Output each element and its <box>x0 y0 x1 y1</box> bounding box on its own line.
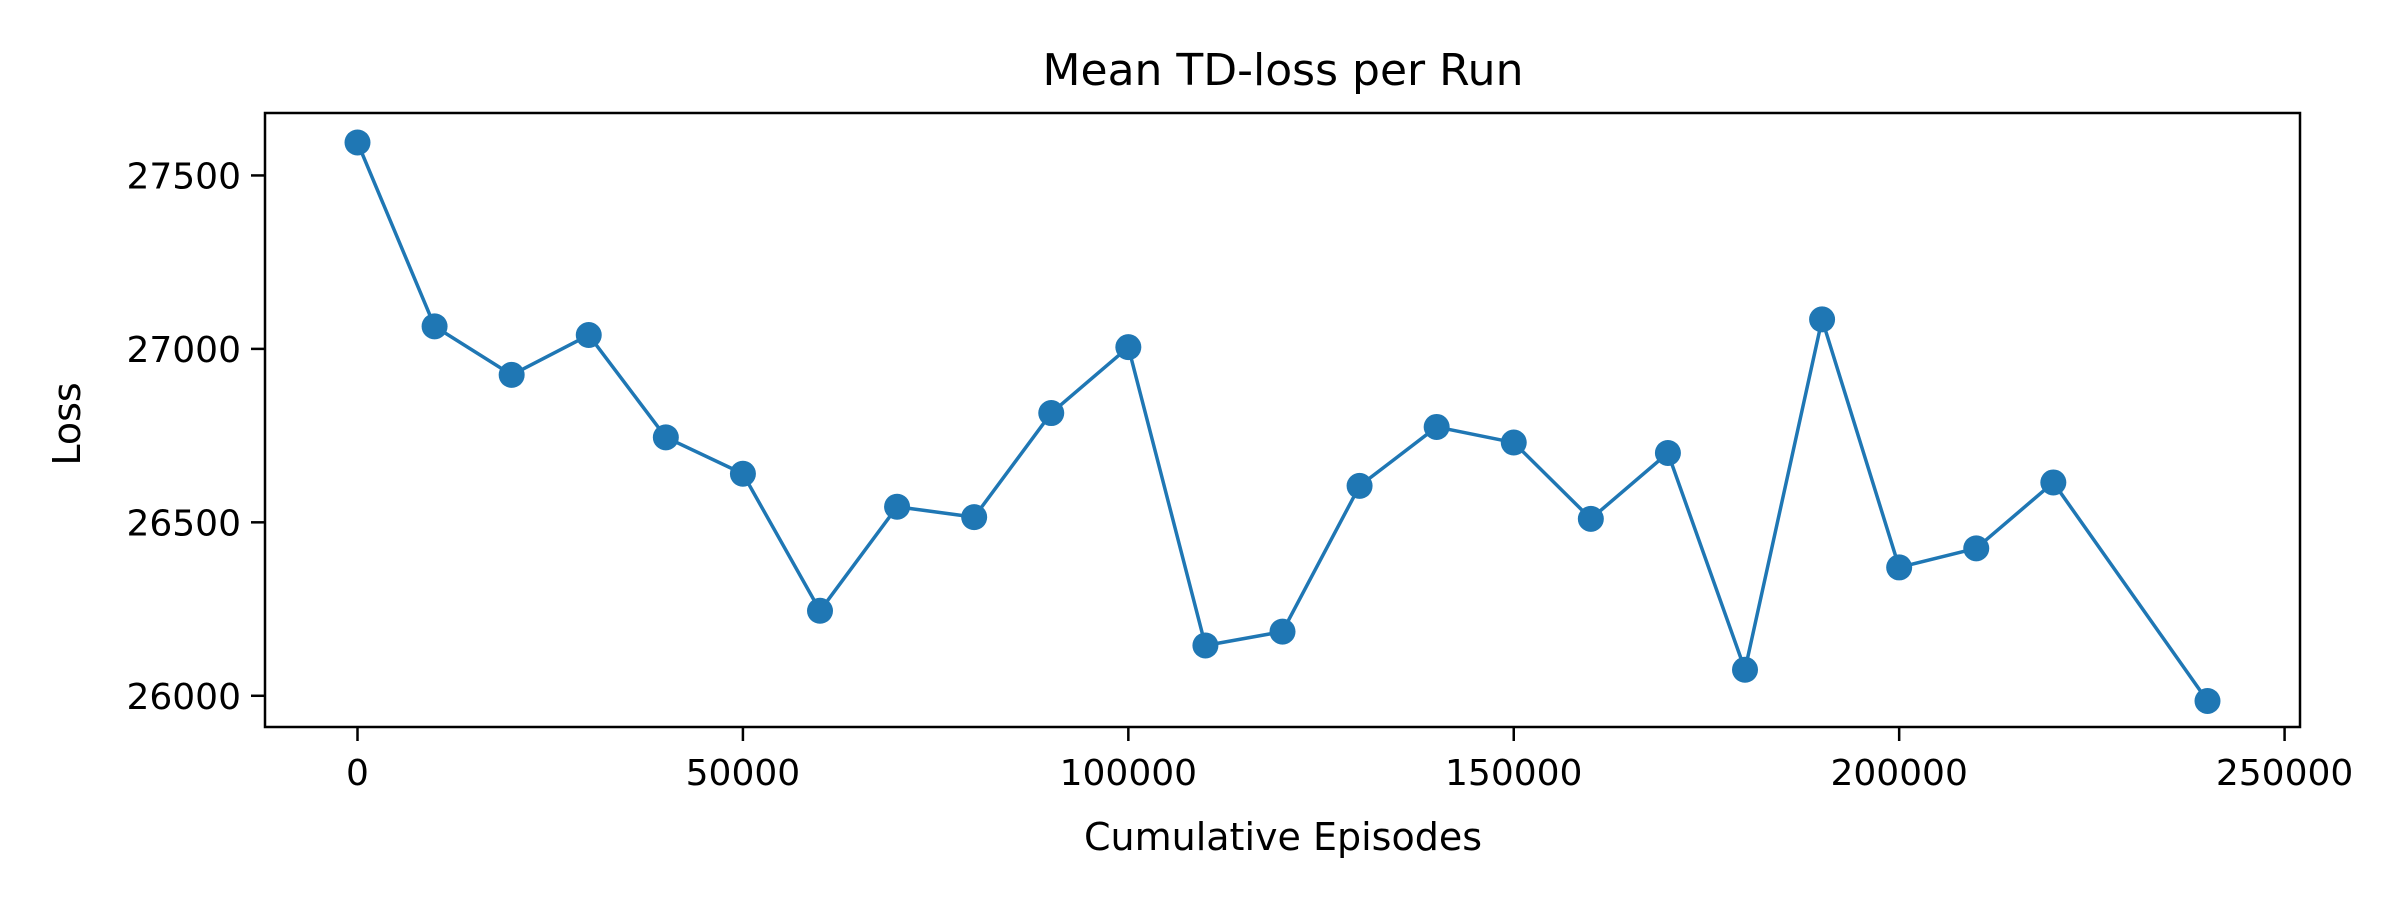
data-point <box>1963 535 1990 562</box>
x-axis: 0 50000 100000 150000 200000 250000 <box>346 727 2353 794</box>
data-point <box>498 361 525 388</box>
data-point <box>1809 306 1836 333</box>
x-axis-label: Cumulative Episodes <box>1084 815 1482 859</box>
data-point <box>2040 469 2067 496</box>
data-point <box>2194 687 2221 714</box>
data-point <box>961 504 988 531</box>
series-group <box>344 129 2221 714</box>
data-point <box>1886 554 1913 581</box>
data-point <box>1577 505 1604 532</box>
x-tick-label: 100000 <box>1060 753 1197 794</box>
data-point <box>1038 400 1065 427</box>
data-point <box>1346 472 1373 499</box>
y-tick-label: 26500 <box>126 503 241 544</box>
chart-title: Mean TD-loss per Run <box>1043 45 1524 96</box>
y-tick-label: 26000 <box>126 677 241 718</box>
data-point <box>1654 439 1681 466</box>
data-point <box>729 460 756 487</box>
data-point <box>421 313 448 340</box>
y-tick-label: 27000 <box>126 330 241 371</box>
data-point <box>1269 618 1296 645</box>
data-point <box>884 493 911 520</box>
x-tick-label: 200000 <box>1830 753 1967 794</box>
data-point <box>1732 656 1758 683</box>
plot-frame <box>263 111 2302 729</box>
data-point <box>1115 334 1142 361</box>
data-point <box>1423 413 1450 440</box>
data-point <box>344 129 371 156</box>
data-point <box>807 597 833 624</box>
data-point <box>575 322 602 349</box>
x-tick-label: 250000 <box>2216 753 2353 794</box>
x-tick-label: 0 <box>346 753 369 794</box>
data-point <box>652 424 679 451</box>
data-point <box>1500 429 1527 456</box>
y-axis-label: Loss <box>45 382 89 465</box>
y-axis: 26000 26500 27000 27500 <box>126 156 265 718</box>
y-tick-label: 27500 <box>126 156 241 197</box>
x-tick-label: 50000 <box>686 753 801 794</box>
data-point <box>1192 632 1219 659</box>
x-tick-label: 150000 <box>1445 753 1582 794</box>
series-line <box>355 141 2209 702</box>
